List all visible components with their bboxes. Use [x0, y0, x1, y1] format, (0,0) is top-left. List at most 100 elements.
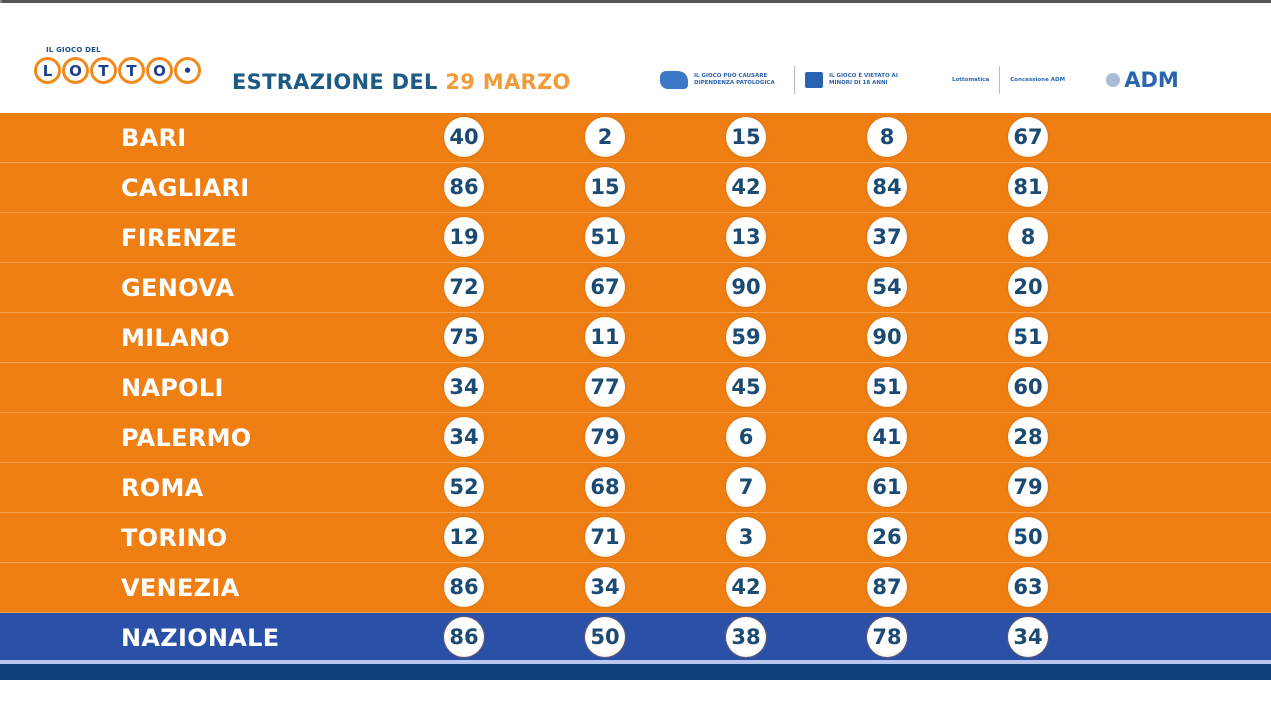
wheel-name: CAGLIARI — [121, 174, 250, 202]
top-border — [0, 0, 1271, 3]
number-ball: 54 — [867, 267, 907, 307]
logo-small-text: IL GIOCO DEL — [46, 46, 101, 54]
divider — [794, 66, 795, 94]
number-ball: 11 — [585, 317, 625, 357]
number-ball: 60 — [1008, 367, 1048, 407]
wheel-name: NAZIONALE — [121, 624, 280, 652]
wheel-name: ROMA — [121, 474, 204, 502]
number-ball: 50 — [585, 617, 625, 657]
number-ball: 67 — [1008, 117, 1048, 157]
wheel-row-napoli: NAPOLI 34 77 45 51 60 — [0, 363, 1271, 413]
number-ball: 19 — [444, 217, 484, 257]
logo-letter-ball: L — [34, 57, 61, 84]
number-ball: 8 — [1008, 217, 1048, 257]
wheel-name: MILANO — [121, 324, 230, 352]
number-ball: 34 — [1008, 617, 1048, 657]
logo-letter-ball: T — [90, 57, 117, 84]
number-ball: 68 — [585, 467, 625, 507]
number-ball: 20 — [1008, 267, 1048, 307]
logo-balls: L O T T O • — [34, 57, 201, 84]
wheel-row-palermo: PALERMO 34 79 6 41 28 — [0, 413, 1271, 463]
logo-letter-ball: O — [146, 57, 173, 84]
logo-letter-ball: • — [174, 57, 201, 84]
header-badges: IL GIOCO PUÒ CAUSARE DIPENDENZA PATOLOGI… — [660, 64, 1179, 96]
number-ball: 42 — [726, 167, 766, 207]
wheel-row-firenze: FIRENZE 19 51 13 37 8 — [0, 213, 1271, 263]
lottomatica-badge: Lottomatica — [952, 76, 990, 83]
logo-letter-ball: T — [118, 57, 145, 84]
footer-bar — [0, 664, 1271, 680]
wheel-row-venezia: VENEZIA 86 34 42 87 63 — [0, 563, 1271, 613]
number-ball: 42 — [726, 567, 766, 607]
number-ball: 52 — [444, 467, 484, 507]
number-ball: 13 — [726, 217, 766, 257]
wheel-row-genova: GENOVA 72 67 90 54 20 — [0, 263, 1271, 313]
wheel-row-roma: ROMA 52 68 7 61 79 — [0, 463, 1271, 513]
concessione-badge: Concessione ADM — [1010, 76, 1066, 83]
number-ball: 59 — [726, 317, 766, 357]
minori-badge: IL GIOCO È VIETATO AI MINORI DI 18 ANNI — [805, 72, 914, 88]
wheel-name: GENOVA — [121, 274, 235, 302]
number-ball: 78 — [867, 617, 907, 657]
number-ball: 86 — [444, 167, 484, 207]
number-ball: 75 — [444, 317, 484, 357]
number-ball: 86 — [444, 567, 484, 607]
number-ball: 90 — [867, 317, 907, 357]
number-ball: 90 — [726, 267, 766, 307]
number-ball: 51 — [1008, 317, 1048, 357]
number-ball: 15 — [585, 167, 625, 207]
number-ball: 34 — [444, 367, 484, 407]
number-ball: 28 — [1008, 417, 1048, 457]
wheel-row-milano: MILANO 75 11 59 90 51 — [0, 313, 1271, 363]
number-ball: 71 — [585, 517, 625, 557]
number-ball: 50 — [1008, 517, 1048, 557]
results-table: BARI 40 2 15 8 67 CAGLIARI 86 15 42 84 81 FIRENZE 19 5… — [0, 113, 1271, 661]
number-ball: 67 — [585, 267, 625, 307]
wheel-name: FIRENZE — [121, 224, 238, 252]
header — [0, 3, 1271, 112]
wheel-name: PALERMO — [121, 424, 252, 452]
adm-logo: ADM — [1106, 68, 1179, 92]
number-ball: 79 — [585, 417, 625, 457]
title-date: 29 MARZO — [445, 70, 571, 94]
logo-letter-ball: O — [62, 57, 89, 84]
number-ball: 86 — [444, 617, 484, 657]
number-ball: 51 — [867, 367, 907, 407]
number-ball: 26 — [867, 517, 907, 557]
number-ball: 63 — [1008, 567, 1048, 607]
number-ball: 37 — [867, 217, 907, 257]
number-ball: 15 — [726, 117, 766, 157]
page-title: ESTRAZIONE DEL 29 MARZO — [232, 70, 571, 94]
number-ball: 84 — [867, 167, 907, 207]
number-ball: 6 — [726, 417, 766, 457]
number-ball: 38 — [726, 617, 766, 657]
wheel-row-cagliari: CAGLIARI 86 15 42 84 81 — [0, 163, 1271, 213]
age-restriction-icon — [805, 72, 823, 88]
wheel-name: BARI — [121, 124, 187, 152]
warning-head-icon — [660, 71, 688, 89]
lotto-logo: IL GIOCO DEL L O T T O • — [34, 46, 201, 84]
number-ball: 72 — [444, 267, 484, 307]
number-ball: 45 — [726, 367, 766, 407]
dipendenza-badge: IL GIOCO PUÒ CAUSARE DIPENDENZA PATOLOGI… — [660, 71, 784, 89]
wheel-name: VENEZIA — [121, 574, 240, 602]
number-ball: 51 — [585, 217, 625, 257]
divider — [999, 66, 1001, 94]
number-ball: 77 — [585, 367, 625, 407]
number-ball: 79 — [1008, 467, 1048, 507]
number-ball: 34 — [585, 567, 625, 607]
number-ball: 81 — [1008, 167, 1048, 207]
wheel-row-nazionale: NAZIONALE 86 50 38 78 34 — [0, 613, 1271, 661]
wheel-row-bari: BARI 40 2 15 8 67 — [0, 113, 1271, 163]
number-ball: 2 — [585, 117, 625, 157]
wheel-name: TORINO — [121, 524, 228, 552]
number-ball: 87 — [867, 567, 907, 607]
number-ball: 8 — [867, 117, 907, 157]
number-ball: 41 — [867, 417, 907, 457]
adm-emblem-icon — [1106, 73, 1121, 87]
number-ball: 12 — [444, 517, 484, 557]
title-prefix: ESTRAZIONE DEL — [232, 70, 438, 94]
number-ball: 34 — [444, 417, 484, 457]
wheel-row-torino: TORINO 12 71 3 26 50 — [0, 513, 1271, 563]
number-ball: 61 — [867, 467, 907, 507]
